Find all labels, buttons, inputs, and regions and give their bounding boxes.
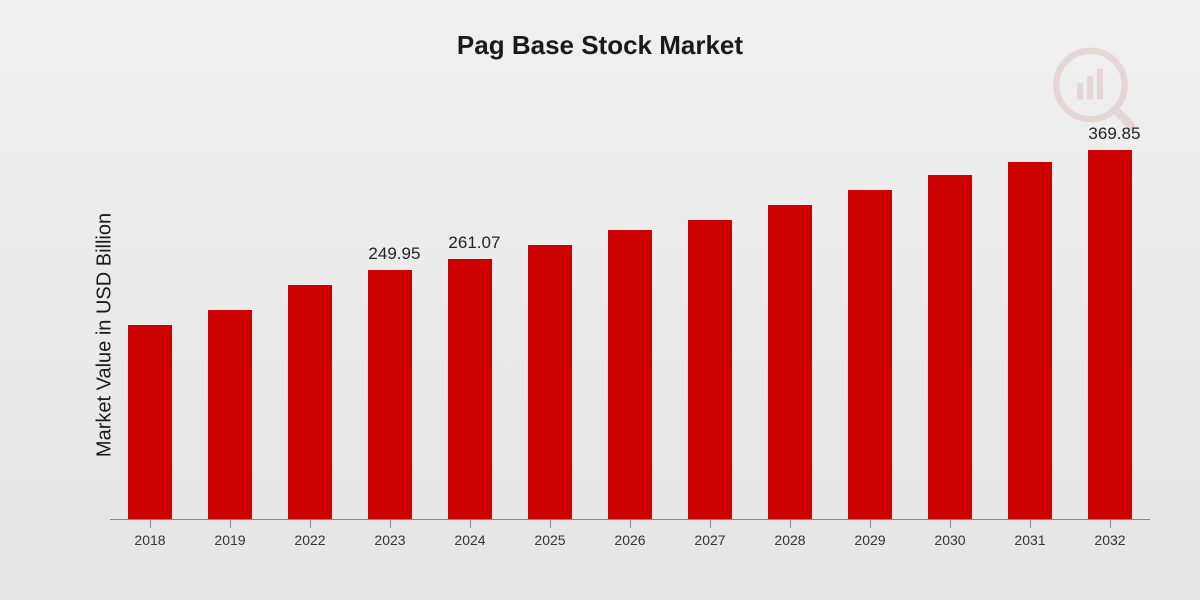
bar-slot: 315: [750, 120, 830, 519]
x-tick: 2027: [670, 520, 750, 560]
x-tick-label: 2023: [374, 532, 405, 548]
x-tick: 2026: [590, 520, 670, 560]
bar-value-label: 249.95: [368, 244, 420, 264]
x-tick: 2022: [270, 520, 350, 560]
tick-mark: [1110, 520, 1111, 528]
x-tick: 2025: [510, 520, 590, 560]
bar: 235: [288, 285, 331, 519]
bar-slot: 195: [110, 120, 190, 519]
bar: 300: [688, 220, 731, 519]
bar: 330: [848, 190, 891, 519]
bar: 275: [528, 245, 571, 519]
bar-slot: 249.95: [350, 120, 430, 519]
x-tick: 2029: [830, 520, 910, 560]
tick-mark: [710, 520, 711, 528]
bar: 290: [608, 230, 651, 519]
x-tick-label: 2026: [614, 532, 645, 548]
bar-slot: 345: [910, 120, 990, 519]
tick-mark: [950, 520, 951, 528]
bar-slot: 235: [270, 120, 350, 519]
x-tick: 2018: [110, 520, 190, 560]
x-tick: 2024: [430, 520, 510, 560]
bar-slot: 330: [830, 120, 910, 519]
tick-mark: [390, 520, 391, 528]
x-tick-label: 2025: [534, 532, 565, 548]
tick-mark: [550, 520, 551, 528]
bar-slot: 358: [990, 120, 1070, 519]
x-tick-label: 2030: [934, 532, 965, 548]
x-tick-label: 2031: [1014, 532, 1045, 548]
x-tick: 2032: [1070, 520, 1150, 560]
x-tick-label: 2028: [774, 532, 805, 548]
tick-mark: [790, 520, 791, 528]
bar-value-label: 261.07: [448, 233, 500, 253]
x-tick-label: 2029: [854, 532, 885, 548]
plot-area: 195 210 235 249.95 261.07 275 290 300 315 330 345 3…: [110, 120, 1150, 520]
x-axis: 2018 2019 2022 2023 2024 2025 2026 2027 2028 2029…: [110, 520, 1150, 560]
tick-mark: [870, 520, 871, 528]
tick-mark: [470, 520, 471, 528]
bar: 261.07: [448, 259, 491, 519]
x-tick-label: 2027: [694, 532, 725, 548]
x-tick: 2028: [750, 520, 830, 560]
tick-mark: [630, 520, 631, 528]
x-tick: 2031: [990, 520, 1070, 560]
tick-mark: [310, 520, 311, 528]
x-tick-label: 2022: [294, 532, 325, 548]
x-tick-label: 2024: [454, 532, 485, 548]
bar-slot: 290: [590, 120, 670, 519]
tick-mark: [230, 520, 231, 528]
x-tick: 2023: [350, 520, 430, 560]
bar-slot: 300: [670, 120, 750, 519]
bar-value-label: 369.85: [1088, 124, 1140, 144]
x-tick-label: 2019: [214, 532, 245, 548]
bar: 369.85: [1088, 150, 1131, 519]
chart-title: Pag Base Stock Market: [0, 0, 1200, 61]
bar-slot: 369.85: [1070, 120, 1150, 519]
bar: 195: [128, 325, 171, 520]
x-tick-label: 2018: [134, 532, 165, 548]
bar: 210: [208, 310, 251, 519]
chart-area: Market Value in USD Billion 195210235249…: [80, 110, 1170, 560]
tick-mark: [1030, 520, 1031, 528]
bar: 345: [928, 175, 971, 519]
bar: 315: [768, 205, 811, 519]
bar-slot: 261.07: [430, 120, 510, 519]
bar-slot: 275: [510, 120, 590, 519]
x-tick: 2019: [190, 520, 270, 560]
bar: 358: [1008, 162, 1051, 519]
bar: 249.95: [368, 270, 411, 519]
x-tick-label: 2032: [1094, 532, 1125, 548]
tick-mark: [150, 520, 151, 528]
bar-slot: 210: [190, 120, 270, 519]
x-tick: 2030: [910, 520, 990, 560]
